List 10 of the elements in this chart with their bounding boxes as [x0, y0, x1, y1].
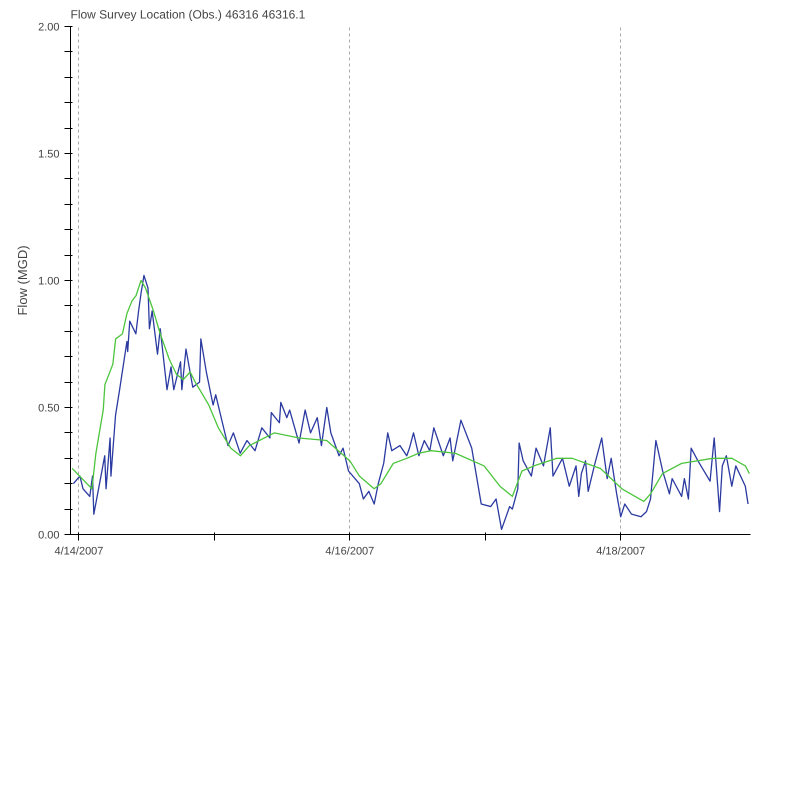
y-tick-label: 1.50 [38, 148, 60, 160]
y-axis-title: Flow (MGD) [15, 245, 30, 316]
chart-title: Flow Survey Location (Obs.) 46316 46316.1 [70, 8, 306, 22]
y-tick-label: 0.50 [38, 402, 60, 414]
y-tick-label: 2.00 [38, 22, 60, 34]
x-tick-label: 4/14/2007 [54, 546, 104, 558]
y-tick-label: 0.00 [38, 530, 60, 542]
x-tick-label: 4/18/2007 [596, 546, 646, 558]
y-tick-label: 1.00 [38, 276, 60, 288]
x-tick-label: 4/16/2007 [325, 546, 374, 558]
